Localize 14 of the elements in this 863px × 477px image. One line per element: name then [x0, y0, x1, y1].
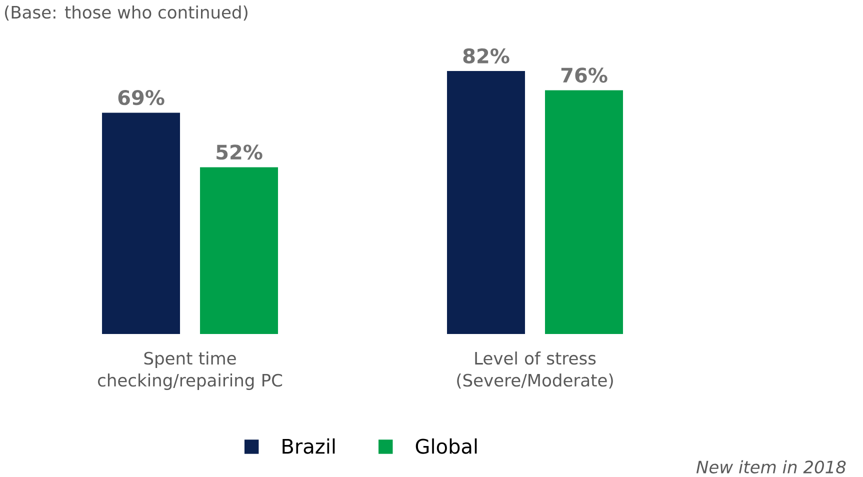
legend-label: Brazil — [282, 438, 335, 454]
data-label: 69% — [118, 90, 164, 106]
text: New item in 2018 — [696, 460, 846, 474]
data-label: 52% — [216, 144, 262, 160]
bar — [545, 90, 623, 334]
data-label: 82% — [463, 48, 510, 64]
x-tick-label: Level of stress (Severe/Moderate) — [457, 352, 613, 389]
data-label: 76% — [561, 68, 608, 83]
bar — [200, 167, 278, 334]
bar — [102, 112, 180, 334]
legend-label: Global — [416, 438, 477, 454]
bar — [447, 71, 526, 334]
x-tick-label: Spent time checking/repairing PC — [98, 352, 282, 390]
text: (Base: those who continued) — [5, 6, 248, 21]
